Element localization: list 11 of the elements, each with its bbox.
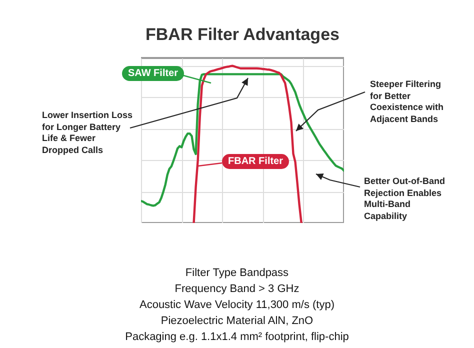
text: SAW Filter xyxy=(122,66,184,81)
text: Lower Insertion Loss for Longer Battery Life & Fewer Dropped Calls xyxy=(42,110,134,156)
text: Piezoelectric Material AlN, ZnO xyxy=(160,314,314,329)
chart-title: FBAR Filter Advantages xyxy=(146,25,340,44)
text: Better Out-of-Band Rejection Enables Multi-Band Capability xyxy=(364,176,446,222)
text: Frequency Band > 3 GHz xyxy=(174,282,300,297)
text: Packaging e.g. 1.1x1.4 mm² footprint, flip-chip xyxy=(124,330,350,345)
text: Acoustic Wave Velocity 11,300 m/s (typ) xyxy=(138,298,336,313)
text: Filter Type Bandpass xyxy=(184,266,290,281)
text: Steeper Filtering for Better Coexistence with Adjacent Bands xyxy=(370,79,445,125)
legend-label: FBAR Filter xyxy=(222,154,289,169)
